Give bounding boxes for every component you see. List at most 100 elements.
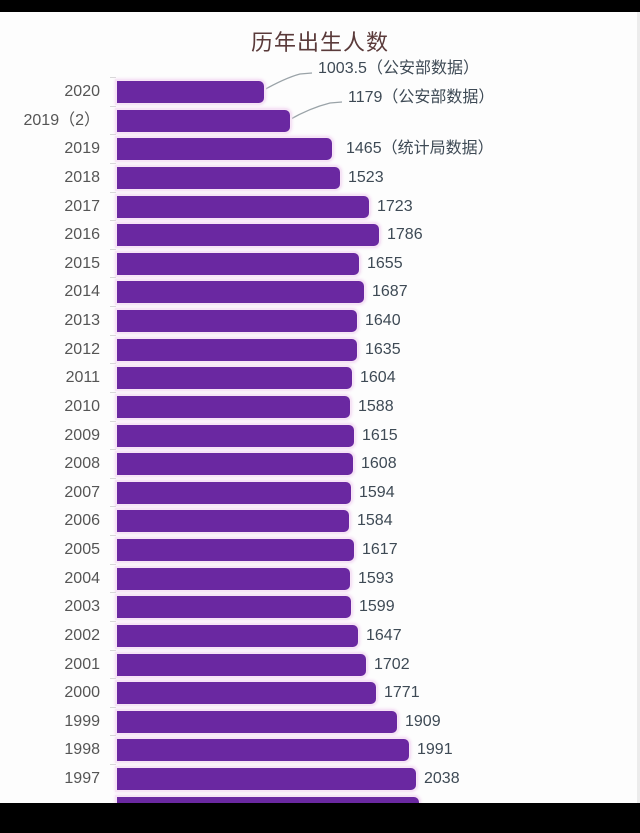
axis-tick bbox=[110, 363, 116, 365]
bar-row: 2016 1786 bbox=[0, 220, 640, 247]
bar bbox=[117, 481, 351, 504]
bar bbox=[117, 367, 352, 390]
year-label: 1999 bbox=[64, 712, 100, 730]
bar bbox=[117, 424, 354, 447]
bar bbox=[117, 653, 366, 676]
axis-tick bbox=[110, 306, 116, 308]
year-label: 2013 bbox=[64, 312, 100, 330]
value-label: 1702 bbox=[374, 655, 410, 673]
axis-tick bbox=[110, 620, 116, 622]
value-label: 1179（公安部数据） bbox=[348, 88, 495, 106]
bar-row: 2019（2） 1179（公安部数据） bbox=[0, 89, 640, 132]
bar bbox=[117, 224, 379, 247]
axis-tick bbox=[110, 764, 116, 766]
bar bbox=[117, 739, 409, 762]
bar-row: 2010 1588 bbox=[0, 391, 640, 418]
bar-rows: 2020 1003.5（公安部数据） 2019（2） 1179（公安部数据） 2019 1… bbox=[0, 12, 640, 803]
bar bbox=[117, 166, 340, 189]
year-label: 2011 bbox=[65, 369, 100, 387]
year-label: 2018 bbox=[64, 168, 100, 186]
value-label: 1523 bbox=[348, 168, 384, 186]
bar-row-cutoff bbox=[0, 796, 640, 803]
value-label: 1991 bbox=[417, 741, 453, 759]
bar-row: 2020 1003.5（公安部数据） bbox=[0, 60, 640, 103]
bar-row: 2009 1615 bbox=[0, 420, 640, 447]
value-label: 1617 bbox=[362, 541, 398, 559]
chart-title: 历年出生人数 bbox=[250, 31, 389, 56]
bar bbox=[117, 338, 357, 361]
bar-row: 2014 1687 bbox=[0, 277, 640, 304]
bar bbox=[117, 624, 358, 647]
year-label: 2010 bbox=[64, 397, 100, 415]
value-label: 1599 bbox=[359, 598, 395, 616]
bar bbox=[117, 109, 290, 132]
year-label: 1997 bbox=[64, 770, 100, 788]
axis-tick bbox=[110, 134, 116, 136]
axis-tick bbox=[110, 220, 116, 222]
year-label: 2004 bbox=[64, 569, 100, 587]
bar bbox=[117, 81, 264, 103]
bar-row: 2013 1640 bbox=[0, 306, 640, 333]
value-label: 1655 bbox=[367, 254, 403, 272]
bar bbox=[117, 138, 332, 161]
bar bbox=[117, 567, 350, 590]
axis-tick bbox=[110, 420, 116, 422]
bar bbox=[117, 682, 376, 705]
axis-tick bbox=[110, 506, 116, 508]
bar-row: 1998 1991 bbox=[0, 735, 640, 762]
value-label: 1588 bbox=[358, 397, 394, 415]
axis-tick bbox=[110, 477, 116, 479]
axis-tick bbox=[110, 563, 116, 565]
value-label: 2038 bbox=[424, 770, 460, 788]
bar-row: 2001 1702 bbox=[0, 649, 640, 676]
value-label: 1615 bbox=[362, 426, 398, 444]
year-label: 2001 bbox=[64, 655, 100, 673]
bar-row: 2011 1604 bbox=[0, 363, 640, 390]
bar-row: 2003 1599 bbox=[0, 592, 640, 619]
value-label: 1608 bbox=[361, 455, 397, 473]
value-label: 1635 bbox=[365, 340, 401, 358]
value-label: 1909 bbox=[405, 712, 441, 730]
bar-row: 2006 1584 bbox=[0, 506, 640, 533]
bar bbox=[117, 539, 354, 562]
axis-tick bbox=[110, 162, 116, 164]
bar bbox=[117, 510, 349, 533]
bar-row: 1999 1909 bbox=[0, 706, 640, 733]
axis-tick bbox=[110, 449, 116, 451]
value-label: 1003.5（公安部数据） bbox=[318, 60, 479, 77]
bar bbox=[117, 768, 416, 791]
value-label: 1647 bbox=[366, 626, 402, 644]
axis-tick bbox=[110, 735, 116, 737]
bar-row: 2002 1647 bbox=[0, 620, 640, 647]
bar bbox=[117, 596, 351, 619]
axis-tick bbox=[110, 535, 116, 537]
value-label: 1593 bbox=[358, 569, 394, 587]
year-label: 2007 bbox=[64, 483, 100, 501]
year-label: 1998 bbox=[64, 741, 100, 759]
year-label: 2012 bbox=[64, 340, 100, 358]
value-label: 1723 bbox=[377, 197, 413, 215]
axis-tick bbox=[110, 77, 116, 78]
year-label: 2016 bbox=[64, 226, 100, 244]
axis-tick bbox=[110, 592, 116, 594]
axis-tick bbox=[110, 277, 116, 279]
year-label: 2005 bbox=[64, 541, 100, 559]
year-label: 2019 bbox=[64, 140, 100, 158]
chart-canvas: 历年出生人数 2020 1003.5（公安部数据） 2019（2） 1179（公安部数… bbox=[0, 12, 640, 803]
value-label: 1786 bbox=[387, 226, 423, 244]
year-label: 2020 bbox=[64, 83, 100, 100]
bar bbox=[117, 796, 419, 803]
axis-tick bbox=[110, 248, 116, 250]
year-label: 2015 bbox=[64, 254, 100, 272]
bar bbox=[117, 310, 357, 333]
value-label: 1594 bbox=[359, 483, 395, 501]
axis-tick bbox=[110, 649, 116, 651]
bar bbox=[117, 710, 397, 733]
bar bbox=[117, 453, 353, 476]
bar-row: 2017 1723 bbox=[0, 191, 640, 218]
bar-row: 1997 2038 bbox=[0, 764, 640, 791]
year-label: 2008 bbox=[64, 455, 100, 473]
bar bbox=[117, 281, 364, 304]
bar-row: 2005 1617 bbox=[0, 535, 640, 562]
axis-tick bbox=[110, 706, 116, 708]
